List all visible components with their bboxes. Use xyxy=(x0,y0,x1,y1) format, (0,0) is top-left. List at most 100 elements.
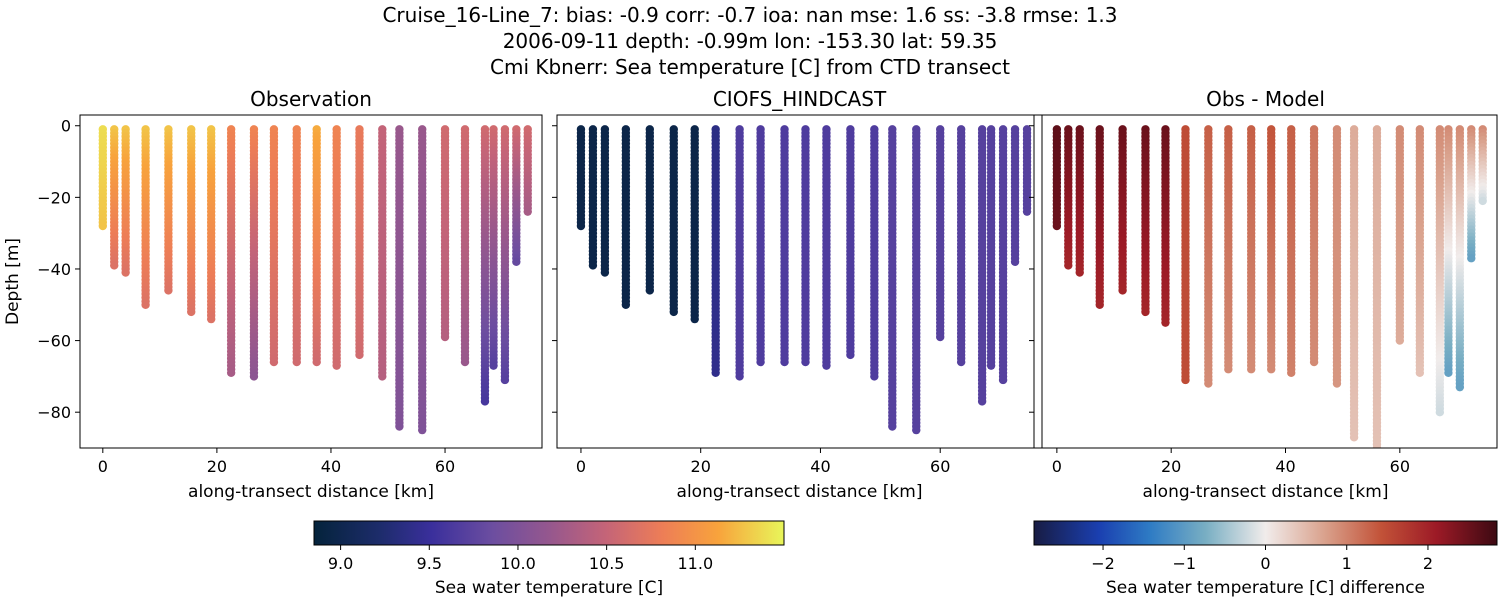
data-point xyxy=(711,368,720,378)
data-point xyxy=(1064,261,1073,270)
colorbar-tick-label: −2 xyxy=(1091,554,1115,573)
data-point xyxy=(1455,382,1465,392)
data-point xyxy=(588,261,598,270)
data-point xyxy=(1287,368,1296,378)
data-point xyxy=(1181,375,1190,385)
station-2-profile xyxy=(1075,125,1084,277)
station-16-profile xyxy=(418,125,427,435)
data-point xyxy=(110,261,119,270)
station-11-profile xyxy=(1267,125,1276,374)
station-1-profile xyxy=(110,125,119,270)
station-5-profile xyxy=(1141,125,1150,317)
data-point xyxy=(1247,365,1256,374)
data-point xyxy=(269,357,279,367)
y-axis-label: Depth [m] xyxy=(3,238,23,325)
temperature-colorbar: 9.0 9.5 10.0 10.5 11.0 Sea water temperature … xyxy=(313,520,785,598)
station-17-profile xyxy=(1395,125,1405,345)
data-point xyxy=(690,314,699,324)
data-point xyxy=(1349,433,1359,442)
data-point xyxy=(669,307,678,317)
station-6-profile xyxy=(690,125,699,324)
station-17-profile xyxy=(440,125,450,342)
station-12-profile xyxy=(332,125,341,370)
colorbar-tick-label: 1 xyxy=(1342,554,1352,573)
data-point xyxy=(1444,368,1453,378)
data-point xyxy=(1095,300,1104,309)
station-12-profile xyxy=(822,125,831,370)
data-point xyxy=(1161,318,1170,327)
data-point xyxy=(480,397,490,406)
station-22-profile xyxy=(1467,125,1476,263)
data-point xyxy=(621,300,631,309)
station-8-profile xyxy=(249,125,259,381)
x-tick-label: 0 xyxy=(1052,457,1062,476)
panel-title: CIOFS_HINDCAST xyxy=(713,87,887,111)
station-13-profile xyxy=(1309,125,1319,367)
data-point xyxy=(440,332,450,342)
data-point xyxy=(888,422,897,431)
station-5-profile xyxy=(669,125,678,317)
data-point xyxy=(801,357,810,367)
station-21-profile xyxy=(1455,125,1465,392)
data-point xyxy=(141,300,150,309)
data-point xyxy=(355,350,364,360)
data-point xyxy=(1267,365,1276,374)
data-point xyxy=(512,257,521,267)
colorbar-tick-label: 10.0 xyxy=(500,554,536,573)
station-1-profile xyxy=(1064,125,1073,270)
station-19-profile xyxy=(1435,125,1445,417)
station-2-profile xyxy=(121,125,130,277)
data-point xyxy=(1075,268,1084,277)
data-point xyxy=(187,307,196,317)
station-19-profile xyxy=(480,125,490,406)
panel-observation: 0 20 40 60 0 −20 −40 −60 −80 Observation along-tra… xyxy=(3,87,543,502)
x-tick-label: 40 xyxy=(1275,457,1295,476)
y-tick-label: 0 xyxy=(61,117,71,136)
data-point xyxy=(1435,407,1445,417)
x-tick-label: 0 xyxy=(98,457,108,476)
data-point xyxy=(500,375,510,385)
colorbar-label: Sea water temperature [C] xyxy=(435,578,663,598)
data-point xyxy=(1010,257,1020,267)
station-19-profile xyxy=(977,125,987,406)
station-13-profile xyxy=(355,125,364,360)
station-8-profile xyxy=(735,125,744,381)
data-point xyxy=(1467,254,1476,263)
station-21-profile xyxy=(500,125,510,385)
station-12-profile xyxy=(1287,125,1296,378)
colorbar-tick-label: 11.0 xyxy=(678,554,714,573)
station-15-profile xyxy=(395,125,404,431)
difference-colorbar: −2 −1 0 1 2 Sea water temperature [C] differe… xyxy=(1033,520,1498,598)
data-point xyxy=(121,268,130,277)
station-22-profile xyxy=(1010,125,1020,267)
station-14-profile xyxy=(1332,125,1342,388)
data-point xyxy=(1022,207,1032,216)
x-tick-label: 20 xyxy=(691,457,711,476)
data-point xyxy=(822,361,831,370)
panel-title: Observation xyxy=(250,87,372,111)
colorbar-tick-label: 0 xyxy=(1260,554,1270,573)
panel-model: 0 20 40 60 CIOFS_HINDCAST along-transect dist… xyxy=(552,87,1043,502)
colorbar-tick-label: 9.0 xyxy=(328,554,353,573)
station-14-profile xyxy=(378,125,387,381)
panel-title: Obs - Model xyxy=(1206,87,1325,111)
data-point xyxy=(735,372,744,381)
data-point xyxy=(1141,307,1150,317)
axes-frame xyxy=(1033,114,1498,449)
data-point xyxy=(292,357,301,367)
data-point xyxy=(600,268,610,277)
station-18-profile xyxy=(956,125,966,367)
x-axis-label: along-transect distance [km] xyxy=(677,482,923,502)
station-10-profile xyxy=(1247,125,1256,374)
station-9-profile xyxy=(756,125,765,367)
data-point xyxy=(249,372,259,381)
x-tick-label: 0 xyxy=(576,457,586,476)
data-point xyxy=(645,286,655,295)
station-23-profile xyxy=(1022,125,1032,216)
figure-title-date-location: 2006-09-11 depth: -0.99m lon: -153.30 la… xyxy=(502,29,998,53)
station-17-profile xyxy=(936,125,945,342)
data-point xyxy=(1332,379,1342,388)
data-point xyxy=(1372,443,1382,448)
data-point xyxy=(936,332,945,342)
